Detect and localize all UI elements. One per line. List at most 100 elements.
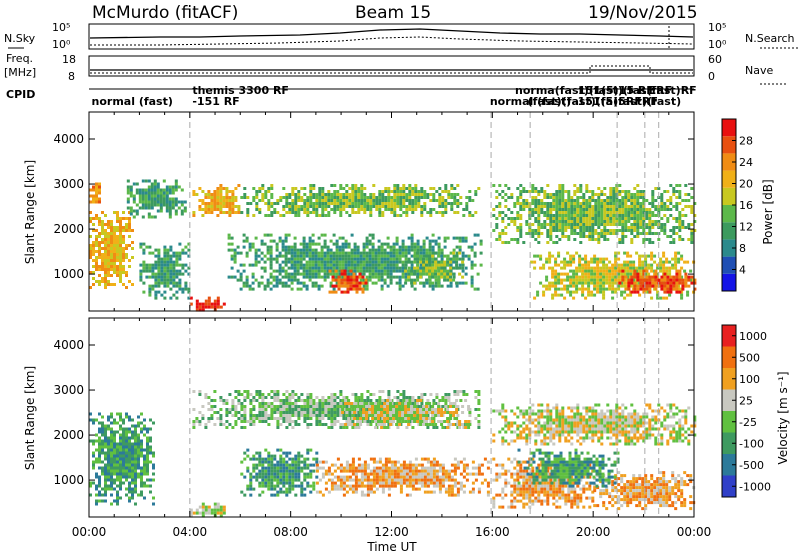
power-echo-region [328, 269, 368, 294]
cpid-entry: (fast)(fast)(fa(fast)(fast) [528, 95, 682, 108]
cpid-entry: ERF [649, 84, 673, 97]
freq-label-line1: Freq. [6, 52, 33, 65]
y-tick-label: 1000 [53, 473, 84, 487]
y-tick-label: 2000 [53, 222, 84, 236]
date-title: 19/Nov/2015 [588, 3, 698, 23]
colorbar-tick-label: 100 [739, 373, 760, 386]
colorbar-tick-label: 24 [739, 156, 753, 169]
noise-left-tick-bottom: 10⁰ [52, 38, 71, 51]
power-ylabel: Slant Range [km] [23, 160, 37, 264]
colorbar-swatch [722, 389, 736, 411]
freq-right-tick-bottom: 0 [708, 70, 715, 83]
colorbar-tick-label: 12 [739, 221, 753, 234]
colorbar-tick-label: 4 [739, 264, 746, 277]
colorbar-swatch [722, 119, 736, 137]
colorbar-tick-label: -500 [739, 459, 764, 472]
vel-echo-region [315, 457, 490, 497]
colorbar-tick-label: 500 [739, 351, 760, 364]
colorbar-swatch [722, 222, 736, 240]
velocity-ylabel: Slant Range [km] [23, 366, 37, 470]
x-axis: 00:00 04:00 08:00 12:00 16:00 20:00 00:00 [72, 525, 712, 539]
colorbar-tick-label: 28 [739, 135, 753, 148]
velocity-panel: 1000 2000 3000 4000 Slant Range [km] 1000 50… [23, 317, 790, 518]
colorbar-swatch [722, 239, 736, 257]
vel-echo-region [492, 403, 697, 446]
velocity-colorbar: 1000 500 100 25 -25 -100 -500 -1000 [721, 324, 771, 498]
colorbar-swatch [722, 368, 736, 390]
colorbar-swatch [722, 170, 736, 188]
colorbar-swatch [722, 153, 736, 171]
power-panel: 1000 2000 3000 4000 Slant Range [km] 4 8 12 16… [23, 111, 775, 312]
x-tick-label: 00:00 [677, 525, 712, 539]
colorbar-swatch [722, 325, 736, 347]
cpid-entry: -151 RF [192, 95, 239, 108]
y-tick-label: 3000 [53, 383, 84, 397]
cpid-entry: normal (fast) [490, 95, 571, 108]
cpid-entry: 151(5)15 RF [578, 84, 654, 97]
frequency-panel: Freq. [MHz] 18 8 60 0 Nave [4, 52, 786, 85]
cpid-entry: norma(fast)(fast)(fas(fast)RF [515, 84, 697, 97]
cpid-label: CPID [6, 88, 35, 101]
colorbar-tick-label: 25 [739, 394, 753, 407]
beam-title: Beam 15 [355, 3, 431, 23]
colorbar-tick-label: -1000 [739, 480, 771, 493]
colorbar-swatch [722, 187, 736, 205]
noise-left-tick-top: 10⁵ [52, 21, 70, 34]
y-tick-label: 4000 [53, 132, 84, 146]
colorbar-tick-label: 1000 [739, 330, 767, 343]
x-axis-label: Time UT [366, 540, 417, 554]
colorbar-swatch [722, 346, 736, 368]
freq-left-tick-bottom: 8 [68, 70, 75, 83]
colorbar-tick-label: -100 [739, 437, 764, 450]
x-tick-label: 00:00 [72, 525, 107, 539]
power-colorbar-label: Power [dB] [761, 179, 775, 244]
power-echo-region [618, 269, 697, 294]
power-echo-region [126, 179, 187, 219]
noise-sky-trace [89, 28, 694, 39]
colorbar-swatch [722, 475, 736, 497]
x-tick-label: 08:00 [273, 525, 308, 539]
power-echo-region [189, 296, 226, 312]
noise-right-label: N.Search [745, 32, 795, 45]
vel-echo-region [492, 457, 595, 509]
x-tick-label: 20:00 [576, 525, 611, 539]
colorbar-tick-label: 16 [739, 199, 753, 212]
colorbar-swatch [722, 205, 736, 223]
nave-label: Nave [745, 64, 773, 77]
x-tick-label: 12:00 [374, 525, 409, 539]
colorbar-tick-label: 20 [739, 178, 753, 191]
noise-right-tick-top: 10⁵ [708, 21, 726, 34]
power-echo-region [89, 182, 101, 204]
vel-echo-region [240, 448, 319, 497]
vel-echo-region [89, 412, 155, 506]
freq-right-tick-top: 60 [708, 53, 722, 66]
y-tick-label: 3000 [53, 177, 84, 191]
noise-search-trace [90, 36, 694, 46]
y-tick-label: 1000 [53, 267, 84, 281]
power-echo-region [139, 242, 191, 300]
vel-echo-region [517, 448, 620, 488]
cpid-entry: themis 3300 RF [192, 84, 289, 97]
station-title: McMurdo (fitACF) [92, 3, 238, 23]
colorbar-tick-label: -25 [739, 416, 757, 429]
noise-right-tick-bottom: 10⁰ [708, 38, 727, 51]
noise-panel: N.Sky 10⁵ 10⁰ 10⁵ 10⁰ N.Search [4, 21, 798, 51]
velocity-colorbar-label: Velocity [m s⁻¹] [776, 371, 790, 464]
colorbar-swatch [722, 273, 736, 291]
y-tick-label: 4000 [53, 338, 84, 352]
cpid-entry: normal (fast) [92, 95, 173, 108]
power-echo-region [192, 184, 241, 217]
power-echo-region [492, 184, 697, 244]
vel-echo-region [341, 399, 471, 429]
colorbar-swatch [722, 411, 736, 433]
power-echo-map [89, 179, 697, 312]
freq-left-tick-top: 18 [62, 53, 76, 66]
power-echo-region [404, 251, 465, 285]
velocity-echo-map [89, 390, 697, 518]
noise-left-label: N.Sky [4, 32, 36, 45]
colorbar-swatch [722, 256, 736, 274]
cpid-row: CPID normal (fast) themis 3300 RF-151 RF n… [6, 84, 697, 108]
y-tick-label: 2000 [53, 428, 84, 442]
freq-label-line2: [MHz] [4, 66, 36, 79]
